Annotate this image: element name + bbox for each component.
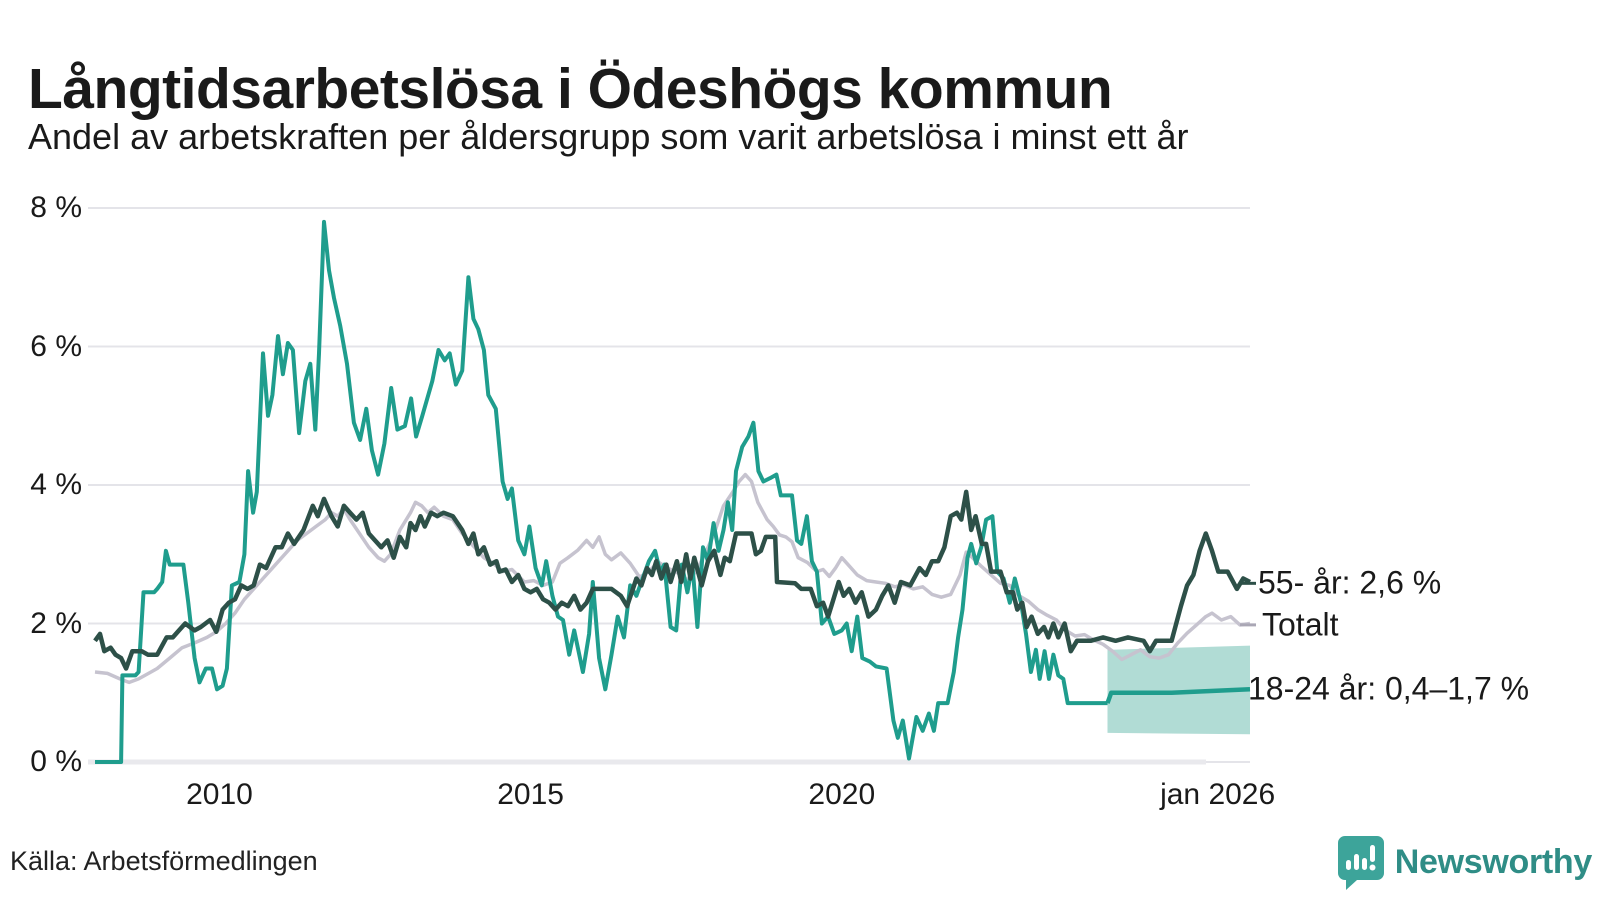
x-axis-tick-label: 2015	[497, 778, 564, 811]
series-end-label-totalt: Totalt	[1262, 606, 1339, 643]
page-title: Långtidsarbetslösa i Ödeshögs kommun	[28, 57, 1113, 122]
chart-subtitle: Andel av arbetskraften per åldersgrupp s…	[28, 116, 1189, 157]
series-end-label-18-24: 18-24 år: 0,4–1,7 %	[1248, 670, 1530, 707]
x-axis-tick-label: jan 2026	[1160, 778, 1276, 811]
x-axis-tick-label: 2020	[808, 778, 876, 811]
series-line-18-24-r	[95, 219, 1108, 764]
y-axis-tick-label: 6 %	[30, 329, 82, 363]
y-axis-tick-label: 2 %	[30, 606, 82, 640]
forecast-band	[1107, 645, 1250, 735]
x-axis-tick-label: 2010	[186, 778, 253, 811]
y-axis-tick-label: 4 %	[30, 468, 82, 501]
y-axis-tick-label: 8 %	[30, 191, 82, 224]
series-line-55-r	[93, 489, 1252, 671]
source-text: Källa: Arbetsförmedlingen	[10, 846, 318, 876]
series-line-18-24-r-prognos-	[1105, 687, 1251, 704]
series-end-label-55: 55- år: 2,6 %	[1258, 564, 1442, 601]
newsworthy-wordmark: Newsworthy	[1394, 842, 1593, 881]
newsworthy-logo: Newsworthy	[1335, 836, 1593, 890]
newsworthy-logo-icon	[1337, 836, 1384, 890]
y-axis-tick-label: 0 %	[30, 745, 82, 778]
